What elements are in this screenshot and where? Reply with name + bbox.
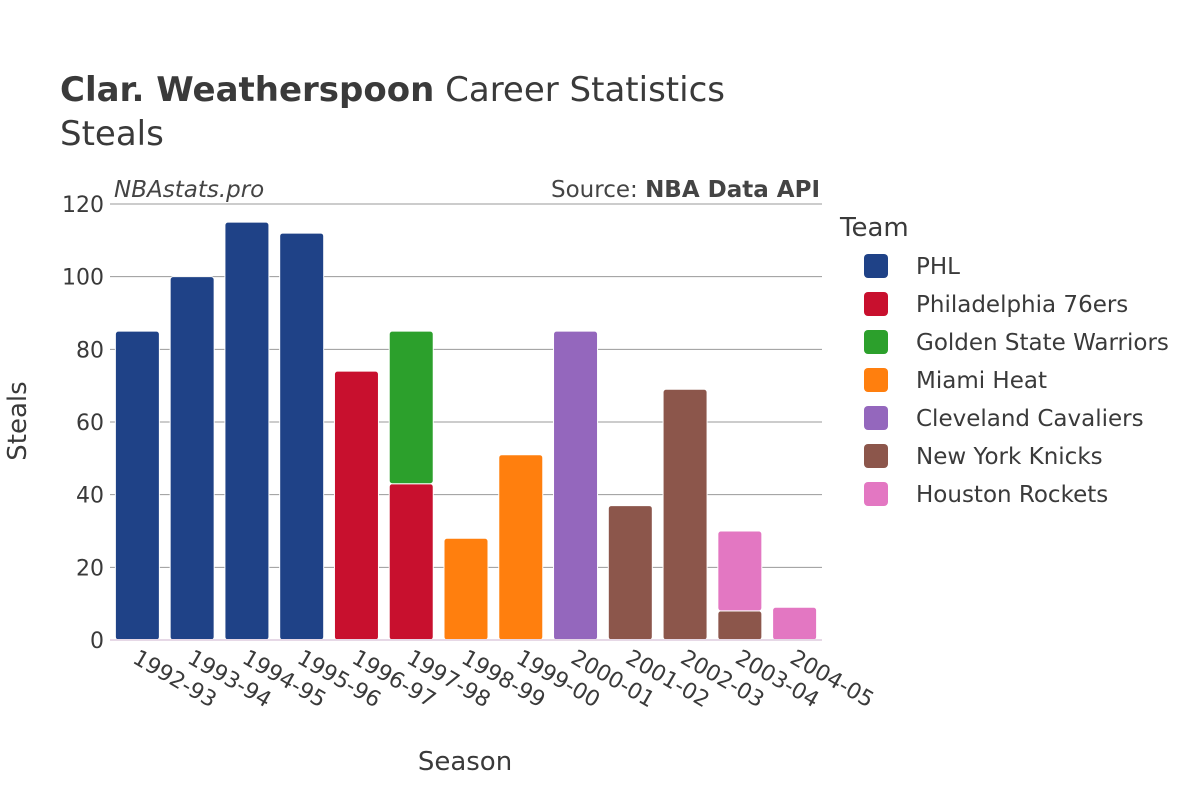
legend-label: Philadelphia 76ers: [916, 292, 1128, 318]
y-axis-ticks: 0 20 40 60 80 100 120: [62, 193, 104, 654]
chart-title: Clar. Weatherspoon Career Statistics: [60, 68, 725, 112]
x-axis-label: Season: [418, 747, 512, 777]
bar-segment[interactable]: [169, 276, 215, 641]
y-tick-label: 80: [76, 338, 104, 363]
legend: Team PHL Philadelphia 76ers Golden State W…: [839, 213, 1169, 508]
bar-segment[interactable]: [279, 232, 325, 641]
bar-segment[interactable]: [772, 606, 818, 641]
legend-swatch: [864, 444, 888, 468]
bar-segment[interactable]: [662, 388, 708, 641]
y-axis-label: Steals: [3, 381, 33, 460]
legend-label: Miami Heat: [916, 368, 1047, 394]
player-name: Clar. Weatherspoon: [60, 70, 435, 110]
legend-label: Golden State Warriors: [916, 330, 1169, 356]
bar-segment[interactable]: [388, 483, 434, 641]
legend-item[interactable]: Cleveland Cavaliers: [864, 406, 1144, 432]
legend-swatch: [864, 368, 888, 392]
legend-item[interactable]: Houston Rockets: [864, 482, 1108, 508]
source-name: NBA Data API: [645, 177, 820, 203]
source-label: Source:: [551, 177, 638, 203]
y-tick-label: 120: [62, 193, 104, 218]
watermark: NBAstats.pro: [114, 177, 265, 203]
y-tick-label: 20: [76, 556, 104, 581]
y-tick-label: 60: [76, 411, 104, 436]
legend-item[interactable]: Philadelphia 76ers: [864, 292, 1128, 318]
legend-label: PHL: [916, 254, 960, 280]
bar-segment[interactable]: [114, 330, 160, 641]
legend-title: Team: [839, 213, 909, 243]
legend-swatch: [864, 254, 888, 278]
bar-segment[interactable]: [717, 530, 763, 612]
bar-segment[interactable]: [224, 221, 270, 641]
legend-swatch: [864, 292, 888, 316]
title-suffix: Career Statistics: [445, 70, 725, 110]
chart-subtitle: Steals: [60, 114, 164, 154]
legend-label: New York Knicks: [916, 444, 1103, 470]
bar-segment[interactable]: [443, 537, 489, 641]
bar-segment[interactable]: [388, 330, 434, 485]
x-axis-ticks: 1992-931993-941994-951995-961996-971997-…: [128, 646, 877, 714]
bar-segment[interactable]: [498, 454, 544, 641]
gridlines: [110, 203, 822, 568]
legend-label: Houston Rockets: [916, 482, 1108, 508]
legend-item[interactable]: Golden State Warriors: [864, 330, 1169, 356]
legend-label: Cleveland Cavaliers: [916, 406, 1144, 432]
bar-segment[interactable]: [333, 370, 379, 641]
y-tick-label: 100: [62, 266, 104, 291]
bar-segment[interactable]: [607, 505, 653, 641]
legend-item[interactable]: PHL: [864, 254, 960, 280]
bar-segment[interactable]: [717, 610, 763, 641]
legend-item[interactable]: Miami Heat: [864, 368, 1047, 394]
legend-swatch: [864, 482, 888, 506]
y-tick-label: 40: [76, 484, 104, 509]
y-tick-label: 0: [90, 629, 104, 654]
source-note: Source: NBA Data API: [538, 177, 820, 203]
bar-segment[interactable]: [553, 330, 599, 641]
legend-swatch: [864, 406, 888, 430]
bars: [114, 221, 818, 641]
legend-swatch: [864, 330, 888, 354]
legend-item[interactable]: New York Knicks: [864, 444, 1103, 470]
